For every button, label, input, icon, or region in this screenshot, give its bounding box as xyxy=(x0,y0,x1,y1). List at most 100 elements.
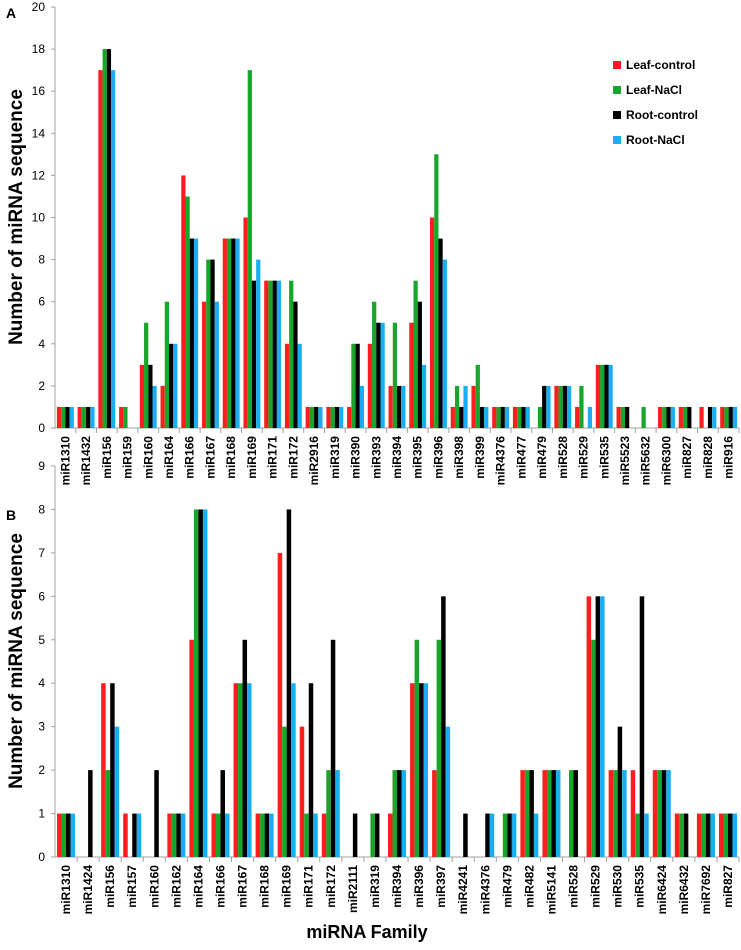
y-tick-label: 0 xyxy=(38,850,45,864)
bar-miR1310-Root-NaCl xyxy=(70,813,76,857)
category-label: miR390 xyxy=(349,436,363,479)
bar-miR160-Leaf-control xyxy=(139,364,145,428)
bar-miR827-Leaf-control xyxy=(718,813,724,857)
bar-miR156-Root-NaCl xyxy=(111,70,116,429)
bar-miR399-Leaf-NaCl xyxy=(475,364,480,428)
y-axis-title: Number of miRNA sequence xyxy=(6,533,27,789)
bar-miR156-Leaf-control xyxy=(101,683,106,857)
bar-miR166-Leaf-control xyxy=(181,175,186,428)
bar-miR169-Leaf-control xyxy=(243,217,248,428)
bar-miR164-Leaf-control xyxy=(160,385,165,428)
y-tick-label: 6 xyxy=(38,589,45,603)
bar-miR167-Leaf-NaCl xyxy=(206,259,211,428)
bar-miR168-Leaf-NaCl xyxy=(226,238,232,428)
category-label: miR166 xyxy=(183,436,197,479)
bar-miR1432-Leaf-control xyxy=(77,406,82,428)
bar-miR2916-Root-control xyxy=(314,406,319,428)
bar-miR172-Root-control xyxy=(293,301,298,428)
bar-miR4376-Leaf-control xyxy=(492,406,497,428)
category-label: miR398 xyxy=(452,436,466,479)
legend-swatch xyxy=(613,61,621,69)
bar-miR6432-Leaf-control xyxy=(674,813,680,857)
bar-miR166-Root-NaCl xyxy=(193,238,199,428)
bar-miR394-Root-control xyxy=(397,770,402,857)
y-tick-label: 10 xyxy=(32,211,46,225)
category-label: miR828 xyxy=(701,436,715,479)
y-tick-label: 8 xyxy=(38,502,45,516)
bar-miR169-Leaf-NaCl xyxy=(247,70,252,429)
bar-miR171-Leaf-control xyxy=(264,280,269,428)
bar-miR827-Leaf-NaCl xyxy=(723,813,728,857)
bar-miR4376-Leaf-NaCl xyxy=(496,406,501,428)
bar-miR164-Root-control xyxy=(198,509,203,857)
y-tick-label: 2 xyxy=(38,763,45,777)
bar-miR397-Leaf-control xyxy=(432,770,437,857)
bar-miR828-Leaf-control xyxy=(699,406,704,428)
bar-miR166-Leaf-NaCl xyxy=(215,813,221,857)
bar-miR162-Leaf-control xyxy=(167,813,172,857)
bar-miR529-Root-NaCl xyxy=(600,596,605,857)
bar-miR535-Root-NaCl xyxy=(608,364,613,428)
category-label: miR528 xyxy=(556,436,570,479)
bar-miR319-Leaf-NaCl xyxy=(370,813,375,857)
bar-miR394-Leaf-NaCl xyxy=(392,322,397,428)
category-label: miR319 xyxy=(368,865,382,908)
bar-miR1310-Leaf-NaCl xyxy=(61,406,66,428)
bar-miR5523-Leaf-NaCl xyxy=(620,406,625,428)
category-label: miR169 xyxy=(245,436,259,479)
category-label: miR162 xyxy=(169,865,183,908)
bar-miR172-Root-NaCl xyxy=(335,770,340,857)
bar-miR396-Root-NaCl xyxy=(442,259,447,428)
bar-miR156-Root-control xyxy=(110,683,115,857)
bar-miR162-Root-control xyxy=(176,813,181,857)
bar-miR167-Leaf-NaCl xyxy=(238,683,243,857)
bar-miR168-Root-control xyxy=(264,813,270,857)
bar-miR396-Leaf-NaCl xyxy=(434,154,439,428)
bar-miR6300-Root-NaCl xyxy=(670,406,675,428)
bar-miR828-Root-control xyxy=(707,406,713,428)
bar-miR169-Root-NaCl xyxy=(291,683,296,857)
bar-miR393-Leaf-NaCl xyxy=(372,301,377,428)
bar-miR166-Leaf-control xyxy=(211,813,216,857)
bar-miR528-Leaf-NaCl xyxy=(569,770,574,857)
bar-miR6300-Leaf-control xyxy=(657,406,663,428)
bar-miR164-Leaf-NaCl xyxy=(193,509,199,857)
bar-miR7692-Root-control xyxy=(705,813,711,857)
bar-miR164-Root-control xyxy=(169,343,174,428)
bar-miR535-Leaf-NaCl xyxy=(600,364,605,428)
bar-miR477-Root-control xyxy=(521,406,526,428)
bar-miR5632-Leaf-NaCl xyxy=(641,406,646,428)
bar-miR395-Root-control xyxy=(417,301,422,428)
category-label: miR2916 xyxy=(307,436,321,486)
bar-miR156-Leaf-control xyxy=(98,70,103,429)
bar-miR396-Root-control xyxy=(438,238,443,428)
chart-panel-a: A Number of miRNA sequence 0 2 4 6 8 10 12 14 16 18… xyxy=(6,0,740,486)
bar-miR528-Leaf-NaCl xyxy=(558,385,563,428)
bar-miR172-Root-control xyxy=(330,639,336,857)
bar-miR6424-Root-control xyxy=(661,770,667,857)
bar-miR393-Root-control xyxy=(376,322,381,428)
bar-miR397-Root-NaCl xyxy=(445,726,451,857)
bar-miR395-Leaf-control xyxy=(409,322,414,428)
bar-miR4241-Root-control xyxy=(463,813,468,857)
category-label: miR172 xyxy=(286,436,300,479)
bar-miR827-Leaf-NaCl xyxy=(682,406,688,428)
category-label: miR156 xyxy=(103,865,117,908)
bar-miR827-Root-NaCl xyxy=(732,813,737,857)
bar-miR529-Root-NaCl xyxy=(587,406,593,428)
category-label: miR167 xyxy=(236,865,250,908)
bar-miR828-Root-NaCl xyxy=(712,406,717,428)
bar-miR530-Root-NaCl xyxy=(622,770,627,857)
category-label: miR395 xyxy=(411,436,425,479)
bar-miR167-Root-control xyxy=(242,639,248,857)
bar-miR394-Leaf-control xyxy=(387,813,393,857)
bar-miR169-Root-control xyxy=(286,509,292,857)
bar-miR397-Leaf-NaCl xyxy=(436,639,442,857)
bar-miR6432-Leaf-NaCl xyxy=(679,813,684,857)
category-label: miR482 xyxy=(522,865,536,908)
bar-miR157-Root-NaCl xyxy=(136,813,142,857)
bar-miR528-Root-control xyxy=(573,770,579,857)
bar-miR535-Leaf-control xyxy=(595,364,601,428)
bar-miR168-Leaf-control xyxy=(222,238,227,428)
